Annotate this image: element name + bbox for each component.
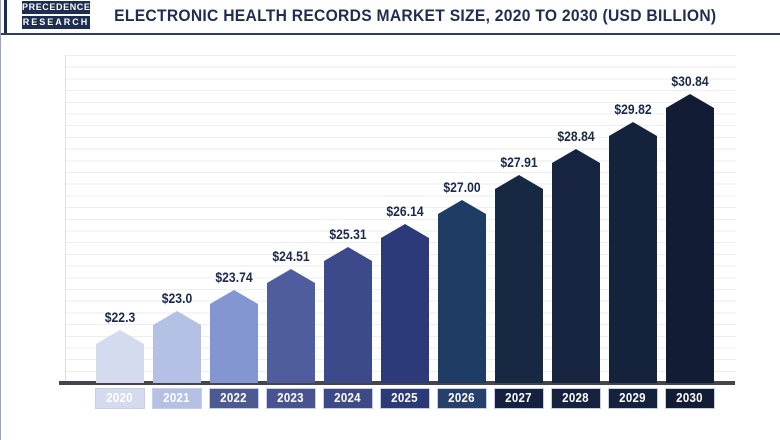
bar-value-label: $22.3 <box>104 310 136 325</box>
bar-value-label: $24.51 <box>272 249 310 264</box>
bar-value-label: $30.84 <box>671 74 709 89</box>
x-axis-label-2028: 2028 <box>551 388 601 409</box>
x-axis-line <box>59 381 735 385</box>
bar-group: $22.3 2020 <box>95 0 145 440</box>
bar-group: $25.31 2024 <box>323 0 373 440</box>
bar-group: $28.84 2028 <box>551 0 601 440</box>
bar-group: $23.74 2022 <box>209 0 259 440</box>
logo-axis-line <box>4 0 7 34</box>
bar-value-label: $23.74 <box>215 270 253 285</box>
chart-title: ELECTRONIC HEALTH RECORDS MARKET SIZE, 2… <box>61 6 770 26</box>
bar-value-label: $27.00 <box>443 180 481 195</box>
x-axis-label-2024: 2024 <box>323 388 373 409</box>
bar-2027 <box>495 175 543 383</box>
logo-text-line2: RESEARCH <box>21 15 91 30</box>
x-axis-label-2020: 2020 <box>95 388 145 409</box>
x-axis-label-2029: 2029 <box>608 388 658 409</box>
bar-group: $29.82 2029 <box>608 0 658 440</box>
x-axis-label-2030: 2030 <box>665 388 715 409</box>
x-axis-label-2023: 2023 <box>266 388 316 409</box>
bar-2026 <box>438 200 486 383</box>
bar-value-label: $23.0 <box>161 291 193 306</box>
precedence-research-logo: PRECEDENCE RESEARCH <box>4 0 91 34</box>
bar-2028 <box>552 149 600 383</box>
bar-group: $24.51 2023 <box>266 0 316 440</box>
bar-group: $27.00 2026 <box>437 0 487 440</box>
x-axis-label-2022: 2022 <box>209 388 259 409</box>
bar-group: $23.0 2021 <box>152 0 202 440</box>
bar-value-label: $26.14 <box>386 204 424 219</box>
bar-2021 <box>153 311 201 383</box>
logo-text-line1: PRECEDENCE <box>21 0 91 15</box>
bar-2022 <box>210 290 258 383</box>
x-axis-label-2025: 2025 <box>380 388 430 409</box>
bar-value-label: $25.31 <box>329 227 367 242</box>
x-axis-label-2026: 2026 <box>437 388 487 409</box>
bar-group: $30.84 2030 <box>665 0 715 440</box>
header-divider-line <box>1 33 780 35</box>
bar-value-label: $27.91 <box>500 155 538 170</box>
x-axis-label-2027: 2027 <box>494 388 544 409</box>
bar-2030 <box>666 94 714 383</box>
bar-group: $27.91 2027 <box>494 0 544 440</box>
x-axis-label-2021: 2021 <box>152 388 202 409</box>
bar-group: $26.14 2025 <box>380 0 430 440</box>
chart-title-text: ELECTRONIC HEALTH RECORDS MARKET SIZE, 2… <box>114 6 717 25</box>
bar-2029 <box>609 122 657 383</box>
bar-2020 <box>96 330 144 383</box>
bar-value-label: $29.82 <box>614 102 652 117</box>
bar-value-label: $28.84 <box>557 129 595 144</box>
bar-2023 <box>267 269 315 383</box>
bar-2025 <box>381 224 429 383</box>
bar-2024 <box>324 247 372 383</box>
